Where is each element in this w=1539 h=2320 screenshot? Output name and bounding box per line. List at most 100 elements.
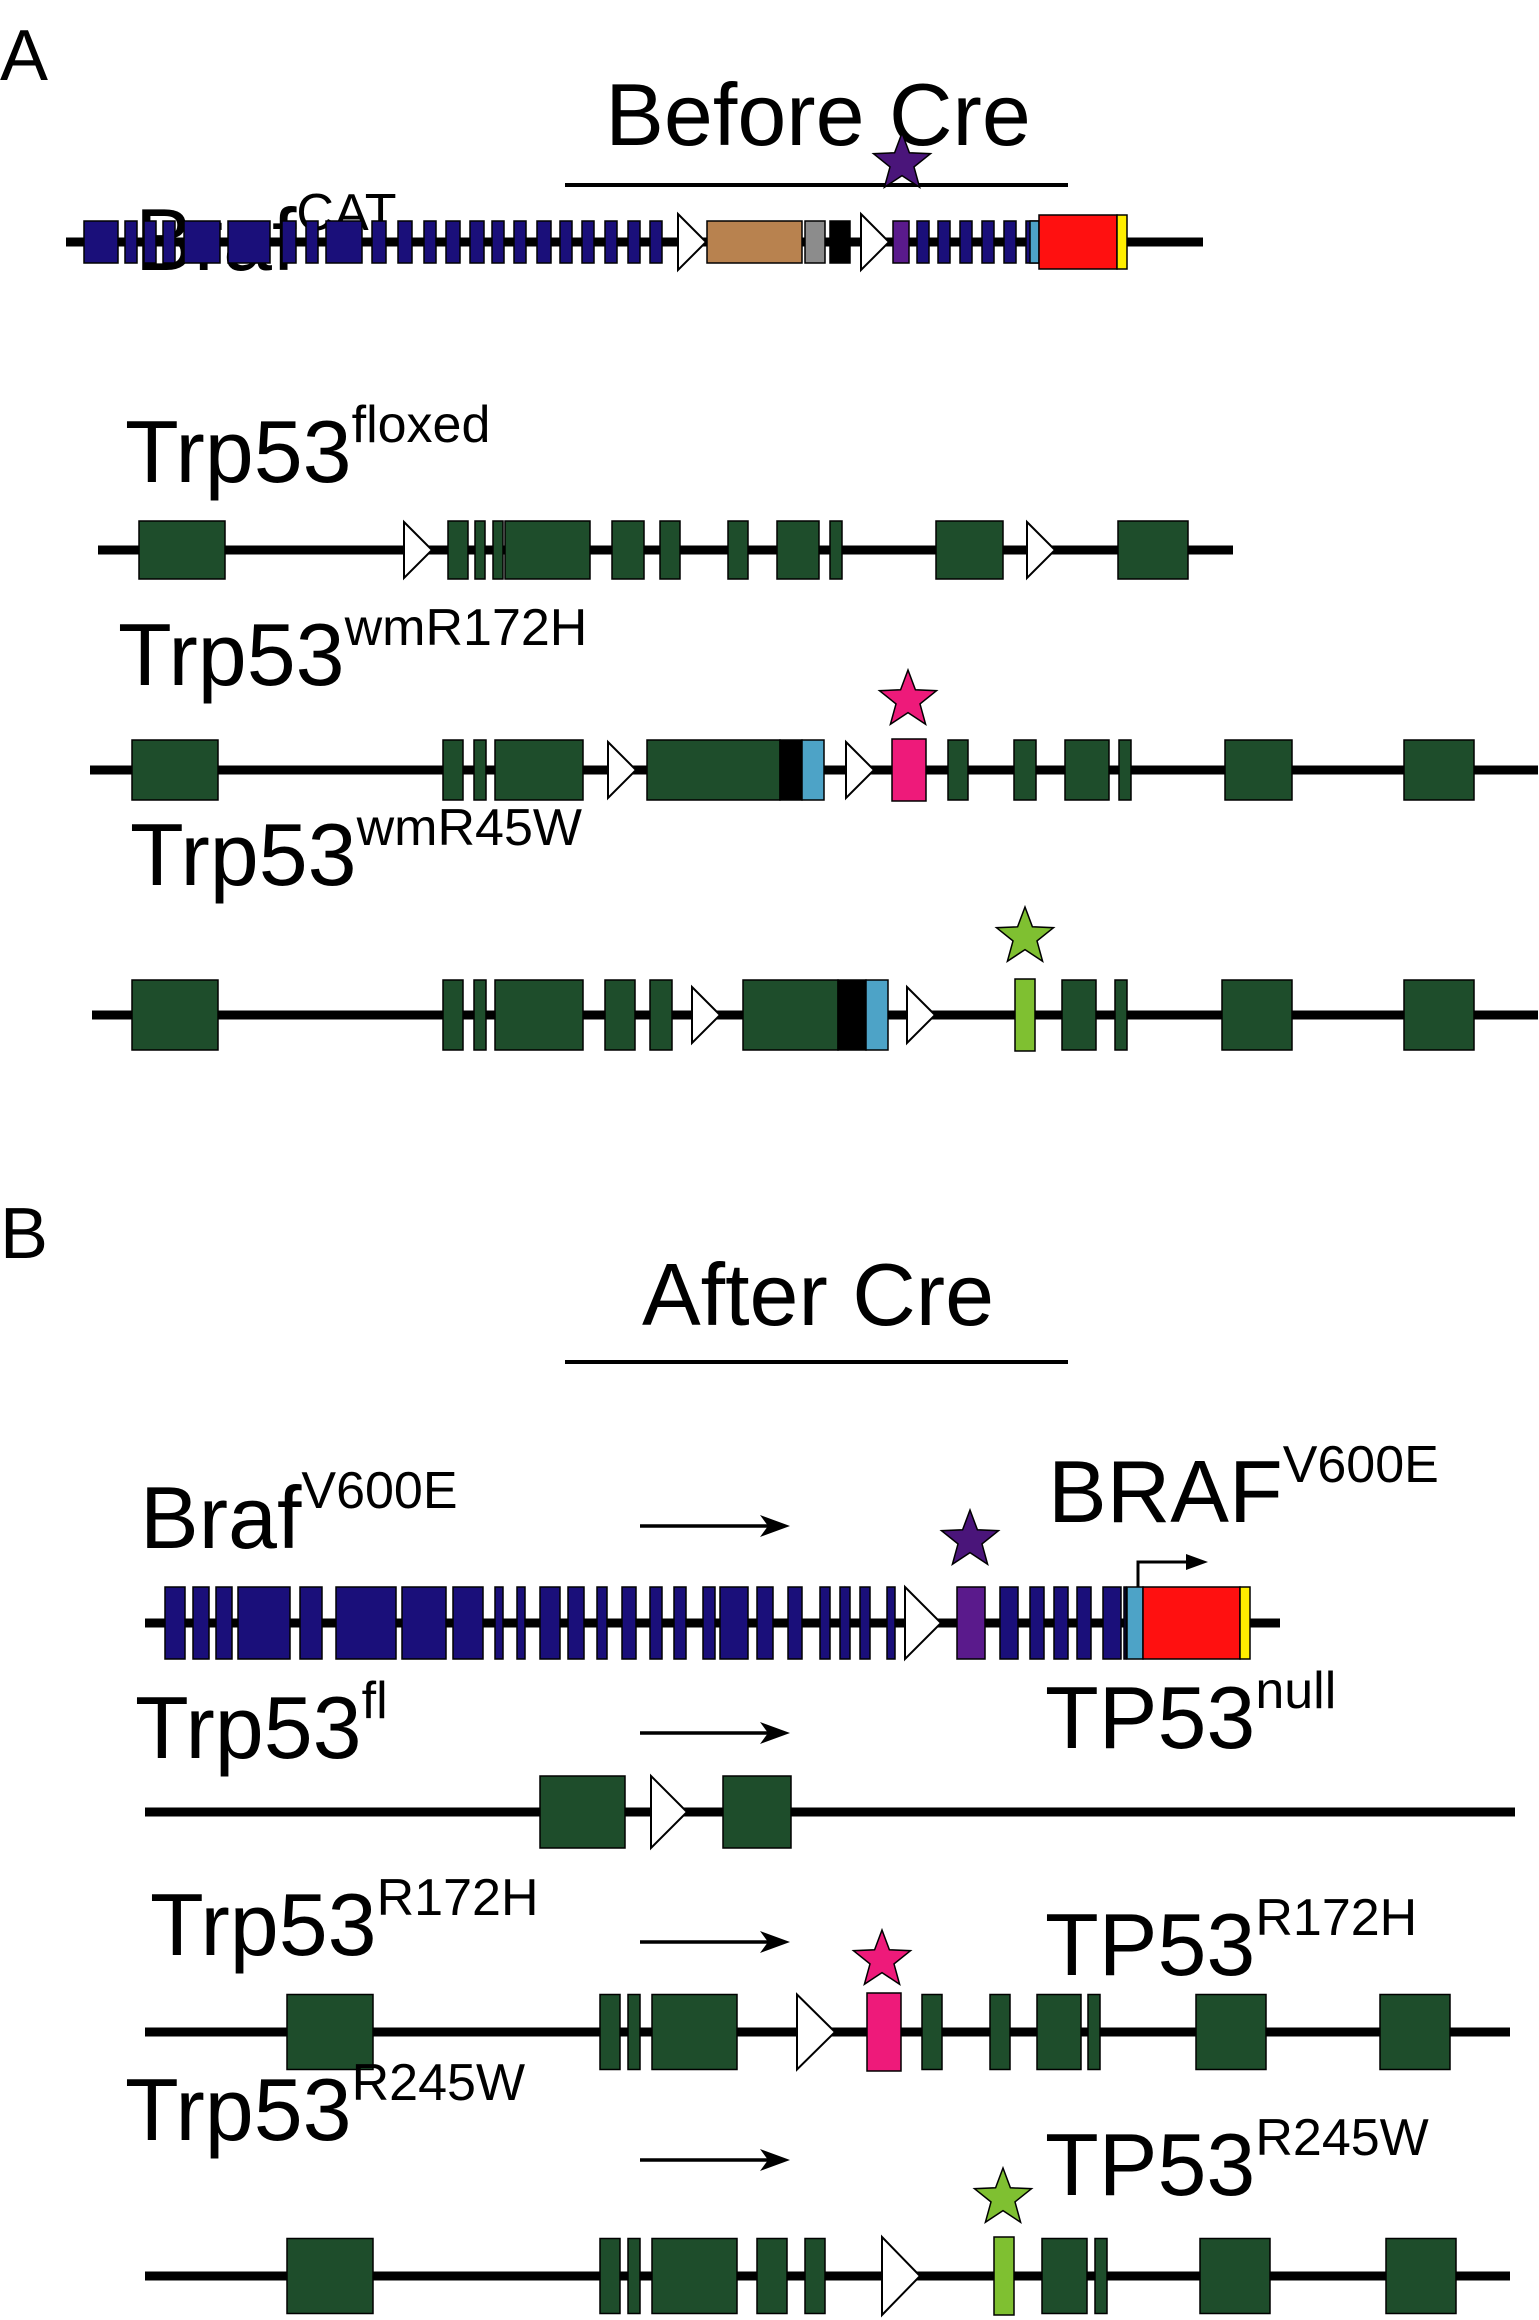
exon-box <box>1195 1993 1267 2071</box>
exon-box <box>1102 1586 1122 1660</box>
allele-label-base: Trp53 <box>125 2060 352 2159</box>
exon-box <box>673 1586 687 1660</box>
exon-box <box>999 1586 1019 1660</box>
r172h-exon <box>866 1992 902 2072</box>
exon-box <box>474 520 486 580</box>
v600e-exon <box>956 1586 986 1660</box>
exon-box <box>164 1586 186 1660</box>
product-label-sup: R172H <box>1255 1889 1417 1947</box>
exon-box <box>651 2237 738 2315</box>
exon-box <box>1061 979 1097 1051</box>
exon-box <box>1403 739 1475 801</box>
exon-box <box>401 1586 447 1660</box>
exon-box <box>627 1993 641 2071</box>
exon-box <box>473 739 487 801</box>
product-label-base: TP53 <box>1045 1668 1255 1767</box>
r245w-exon <box>993 2236 1015 2316</box>
loxp-site <box>904 1584 943 1662</box>
loxp-site <box>677 211 708 273</box>
allele-label-sup: R245W <box>352 2054 525 2112</box>
exon-box <box>442 739 464 801</box>
loxp-site <box>1026 519 1057 581</box>
exon-box <box>138 520 226 580</box>
product-label-sup: V600E <box>1283 1436 1439 1494</box>
gene-trp53-r172h <box>145 1927 1510 2072</box>
exon-box <box>621 1586 637 1660</box>
loxp-site <box>906 984 937 1046</box>
loxp-site <box>650 1773 689 1851</box>
exon-box <box>935 520 1004 580</box>
exon-box <box>1114 979 1128 1051</box>
exon-box <box>1041 2237 1088 2315</box>
v600e-exon <box>892 220 910 264</box>
exon-box <box>787 1586 803 1660</box>
mutation-star-icon <box>851 1927 913 1987</box>
product-label-base: TP53 <box>1045 1895 1255 1994</box>
product-label-tp53-r245w: TP53R245W <box>1045 2109 1429 2214</box>
exon-box <box>916 220 930 264</box>
allele-label-trp53-floxed: Trp53floxed <box>125 396 490 501</box>
human-exon <box>865 979 889 1051</box>
mutation-star-icon <box>994 904 1056 964</box>
exon-box <box>1087 1993 1101 2071</box>
exon-box <box>1094 2237 1108 2315</box>
allele-label-base: Trp53 <box>118 605 345 704</box>
exon-box <box>649 1586 663 1660</box>
exon-box <box>504 520 591 580</box>
exon-box <box>599 1993 621 2071</box>
stop-element <box>804 220 826 264</box>
exon-box <box>819 1586 831 1660</box>
stop-element <box>829 220 851 264</box>
cre-arrow-head <box>760 2149 790 2171</box>
exon-box <box>491 220 505 264</box>
mutation-star-icon <box>877 667 939 727</box>
allele-label-trp53-wmr172h: Trp53wmR172H <box>118 599 587 704</box>
product-label-sup: R245W <box>1255 2109 1428 2167</box>
r172h-exon <box>891 738 927 802</box>
allele-label-trp53-r245w: Trp53R245W <box>125 2054 525 2159</box>
stop-element <box>837 979 867 1051</box>
exon-box <box>1036 1993 1082 2071</box>
exon-box <box>1123 1586 1127 1660</box>
loxp-site <box>796 1992 837 2072</box>
loxp-site <box>691 984 722 1046</box>
allele-label-base: Trp53 <box>150 1875 377 1974</box>
exon-box <box>162 220 176 264</box>
human-exon <box>1029 220 1040 264</box>
exon-box <box>539 1775 626 1849</box>
product-label-base: TP53 <box>1045 2115 1255 2214</box>
braf-human-exon-tail <box>1142 1586 1241 1660</box>
loxp-site <box>845 739 876 801</box>
exon-box <box>604 979 636 1051</box>
exon-box <box>305 220 319 264</box>
gene-trp53-wmr172h <box>90 667 1538 802</box>
panel-b-letter: B <box>0 1194 48 1274</box>
product-label-tp53-r172h: TP53R172H <box>1045 1889 1417 1994</box>
mutation-star-icon <box>871 130 933 190</box>
loxp-site <box>860 211 891 273</box>
allele-label-trp53-fl: Trp53fl <box>135 1672 388 1777</box>
exon-box <box>536 220 552 264</box>
allele-label-sup: floxed <box>352 396 491 454</box>
product-label-sup: null <box>1255 1662 1336 1720</box>
transcription-start-arrow <box>1136 1560 1190 1587</box>
exon-box <box>325 220 363 264</box>
exon-box <box>1053 1586 1069 1660</box>
exon-box <box>1385 2237 1457 2315</box>
exon-box <box>473 979 487 1051</box>
exon-box <box>1199 2237 1271 2315</box>
exon-box <box>981 220 995 264</box>
allele-label-sup: wmR45W <box>356 799 582 857</box>
exon-box <box>1076 1586 1092 1660</box>
exon-box <box>559 220 573 264</box>
exon-box <box>423 220 437 264</box>
exon-box <box>1117 520 1189 580</box>
exon-box <box>604 220 618 264</box>
exon-box <box>804 2237 826 2315</box>
panel-a-letter: A <box>0 16 48 96</box>
mutation-star-icon <box>972 2165 1034 2225</box>
allele-label-sup: wmR172H <box>344 599 588 657</box>
exon-box <box>131 979 219 1051</box>
exon-box <box>921 1993 943 2071</box>
exon-box <box>215 1586 233 1660</box>
